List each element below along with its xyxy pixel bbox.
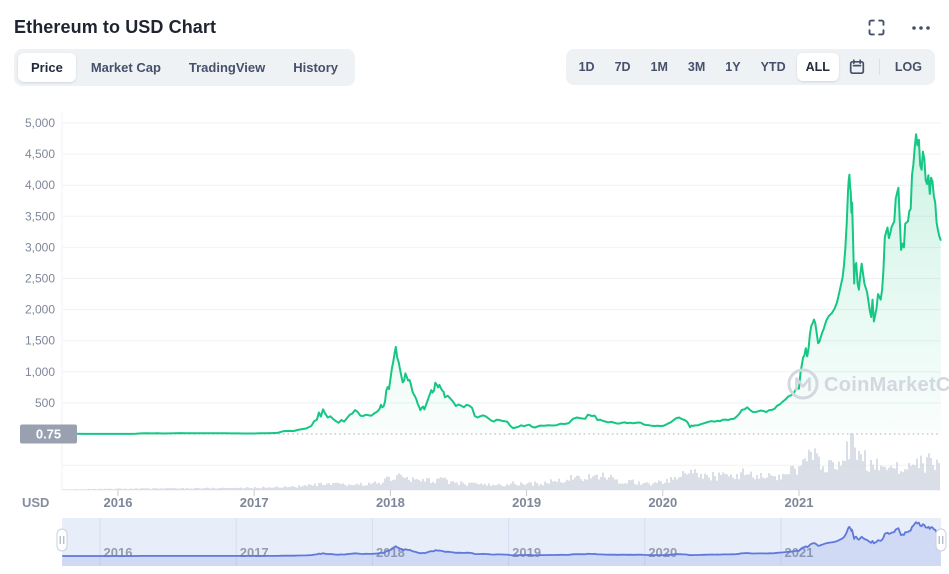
range-7d[interactable]: 7D [606, 53, 640, 81]
currency-label: USD [22, 495, 49, 510]
svg-text:0.75: 0.75 [36, 427, 61, 442]
svg-text:2,500: 2,500 [25, 272, 55, 286]
svg-text:500: 500 [35, 396, 55, 410]
tab-history[interactable]: History [280, 53, 351, 82]
log-scale-button[interactable]: LOG [886, 53, 931, 81]
calendar-button[interactable] [841, 54, 873, 80]
chart-header: Ethereum to USD Chart [0, 0, 949, 42]
fullscreen-icon [868, 19, 885, 36]
more-options-button[interactable] [911, 25, 931, 31]
range-ytd[interactable]: YTD [752, 53, 795, 81]
header-actions [868, 19, 931, 36]
svg-text:3,000: 3,000 [25, 240, 55, 254]
price-chart[interactable]: 5,000 4,500 4,000 3,500 3,000 2,500 2,000 1,500… [0, 104, 949, 574]
range-1y[interactable]: 1Y [716, 53, 749, 81]
svg-text:2021: 2021 [785, 545, 814, 560]
range-3m[interactable]: 3M [679, 53, 714, 81]
navigator-handle-left[interactable] [56, 528, 68, 552]
svg-text:1,500: 1,500 [25, 334, 55, 348]
range-1d[interactable]: 1D [570, 53, 604, 81]
svg-text:2018: 2018 [376, 495, 405, 510]
navigator-handle-right[interactable] [935, 528, 947, 552]
svg-text:2019: 2019 [512, 545, 541, 560]
svg-text:CoinMarketCap: CoinMarketCap [824, 374, 949, 396]
svg-text:2018: 2018 [376, 545, 405, 560]
svg-text:3,500: 3,500 [25, 209, 55, 223]
svg-text:2016: 2016 [104, 495, 133, 510]
x-axis-labels: 2016 2017 2018 2019 2020 2021 [104, 490, 814, 510]
calendar-icon [849, 59, 865, 75]
fullscreen-button[interactable] [868, 19, 885, 36]
tab-market-cap[interactable]: Market Cap [78, 53, 174, 82]
svg-text:1,000: 1,000 [25, 365, 55, 379]
price-series-line [61, 133, 942, 435]
tab-price[interactable]: Price [18, 53, 76, 82]
more-dots-icon [911, 25, 931, 31]
y-axis-labels: 5,000 4,500 4,000 3,500 3,000 2,500 2,000 1,500… [25, 116, 55, 410]
range-controls: 1D 7D 1M 3M 1Y YTD ALL LOG [565, 49, 935, 85]
svg-text:2020: 2020 [648, 545, 677, 560]
svg-text:4,000: 4,000 [25, 178, 55, 192]
divider [878, 59, 880, 75]
range-1m[interactable]: 1M [642, 53, 677, 81]
svg-text:2017: 2017 [240, 495, 269, 510]
chart-type-tabs: Price Market Cap TradingView History [14, 49, 356, 86]
coinmarketcap-watermark: CoinMarketCap [787, 368, 949, 400]
volume-bars [62, 433, 940, 490]
range-all[interactable]: ALL [796, 53, 839, 81]
chart-canvas[interactable]: 5,000 4,500 4,000 3,500 3,000 2,500 2,000 1,500… [0, 104, 949, 574]
page-title: Ethereum to USD Chart [14, 17, 217, 37]
svg-text:4,500: 4,500 [25, 147, 55, 161]
svg-text:2019: 2019 [512, 495, 541, 510]
svg-text:2020: 2020 [648, 495, 677, 510]
chart-toolbar: Price Market Cap TradingView History 1D … [0, 42, 949, 86]
svg-text:5,000: 5,000 [25, 116, 55, 130]
svg-text:2021: 2021 [785, 495, 814, 510]
tab-tradingview[interactable]: TradingView [176, 53, 278, 82]
baseline-badge: 0.75 [20, 424, 77, 444]
price-area-fill [62, 134, 941, 434]
svg-text:2,000: 2,000 [25, 303, 55, 317]
